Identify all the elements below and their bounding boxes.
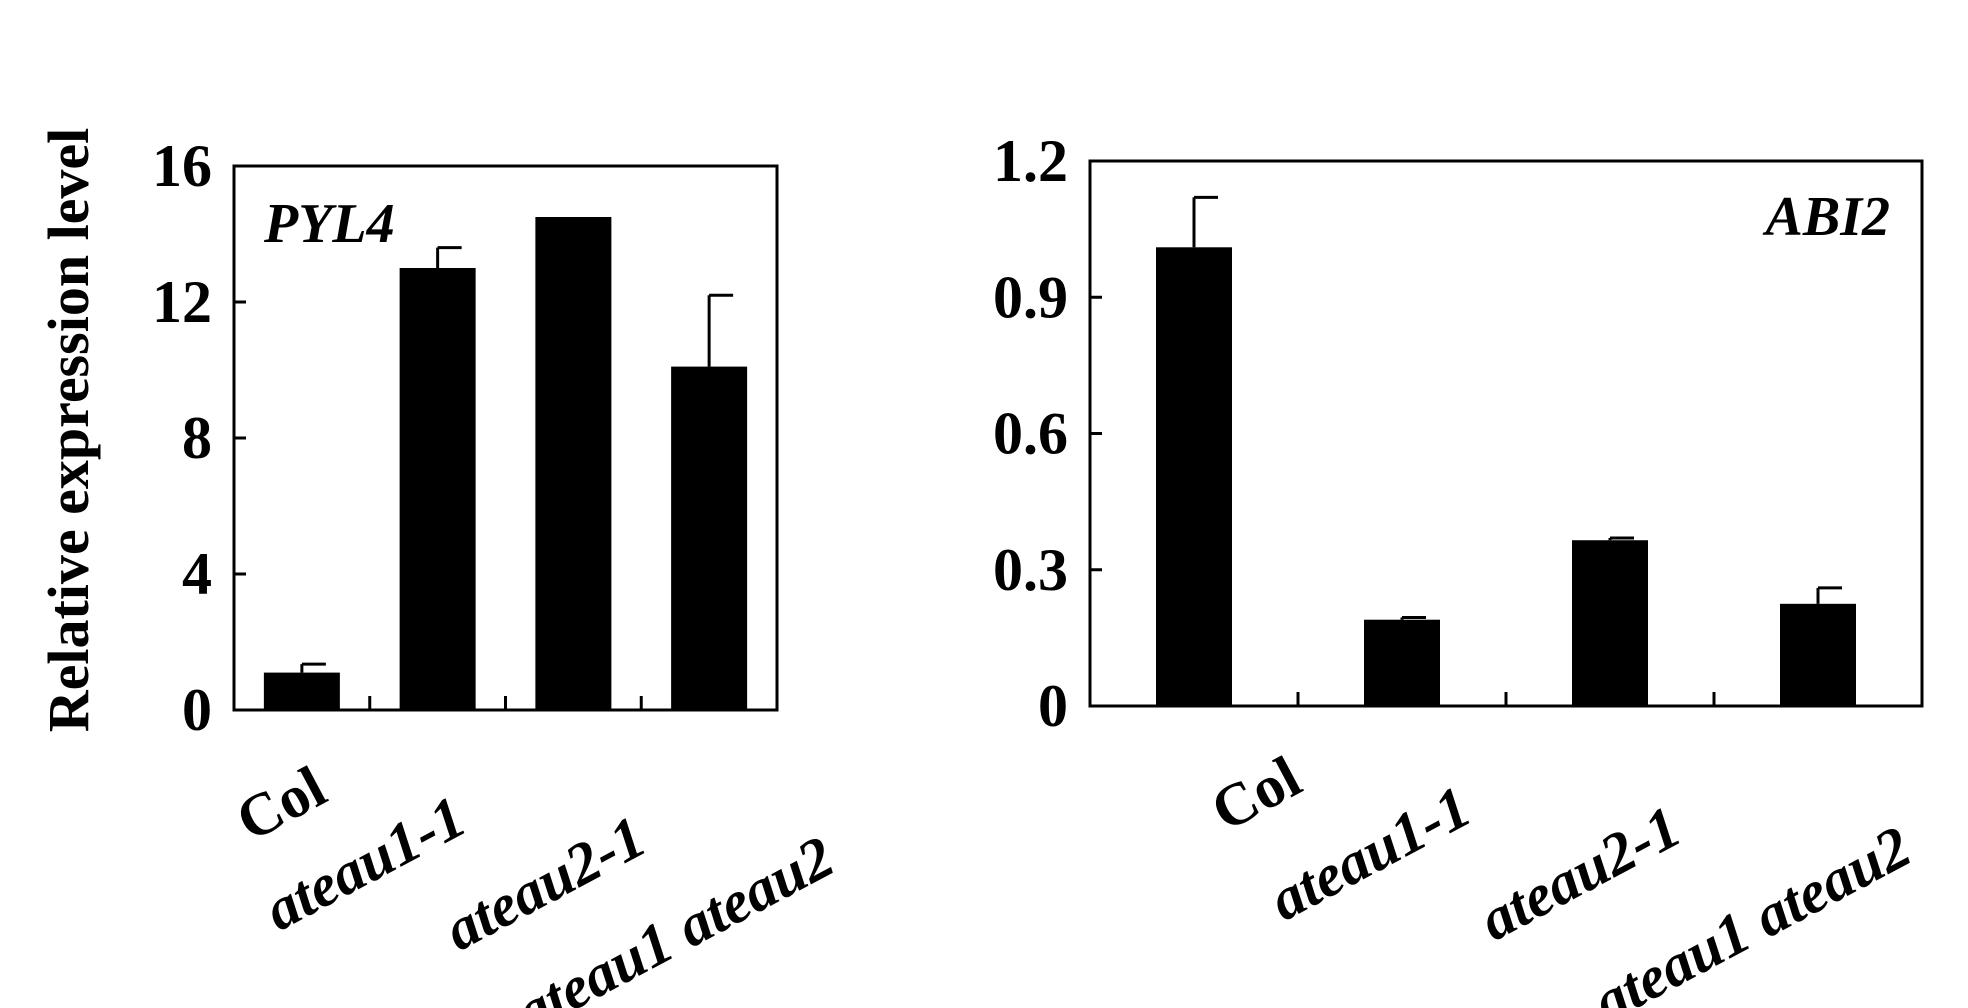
x-tick-label: Col bbox=[226, 753, 336, 854]
bar bbox=[1780, 603, 1856, 706]
y-tick-label: 16 bbox=[152, 133, 212, 199]
bar bbox=[1572, 540, 1648, 706]
bar bbox=[1156, 247, 1232, 706]
gene-title: PYL4 bbox=[263, 193, 395, 255]
y-tick-label: 0.9 bbox=[993, 264, 1068, 330]
y-tick-label: 12 bbox=[152, 269, 212, 335]
x-tick-label: Col bbox=[1201, 743, 1311, 844]
y-axis-label: Relative expression level bbox=[36, 128, 101, 733]
y-tick-label: 0 bbox=[182, 677, 212, 743]
y-tick-label: 0 bbox=[1038, 673, 1068, 739]
y-tick-label: 4 bbox=[182, 541, 212, 607]
bar bbox=[1364, 619, 1440, 706]
bar bbox=[263, 672, 340, 710]
y-tick-label: 8 bbox=[182, 405, 212, 471]
gene-title: ABI2 bbox=[1763, 186, 1891, 248]
bar bbox=[535, 217, 612, 710]
y-tick-label: 1.2 bbox=[993, 128, 1068, 194]
y-tick-label: 0.6 bbox=[993, 401, 1068, 467]
x-tick-label: ateau2-1 bbox=[1469, 793, 1691, 953]
bar bbox=[399, 268, 476, 710]
y-tick-label: 0.3 bbox=[993, 537, 1068, 603]
bar bbox=[671, 366, 748, 710]
